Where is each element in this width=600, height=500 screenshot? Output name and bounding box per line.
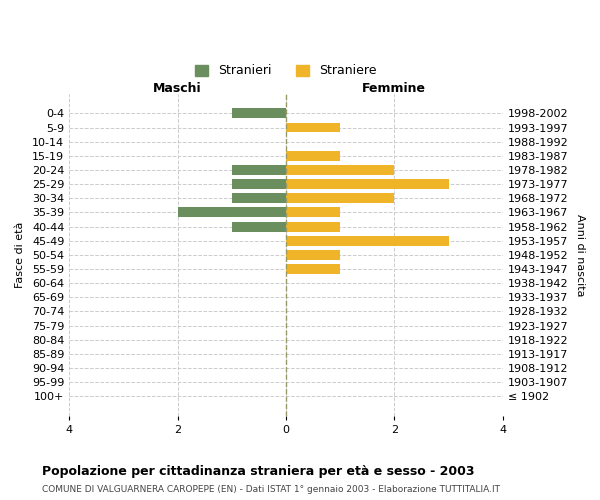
Bar: [286, 264, 340, 274]
Bar: [232, 222, 286, 232]
Bar: [286, 250, 340, 260]
Bar: [232, 165, 286, 175]
Bar: [286, 179, 449, 189]
Y-axis label: Fasce di età: Fasce di età: [15, 222, 25, 288]
Y-axis label: Anni di nascita: Anni di nascita: [575, 214, 585, 296]
Bar: [286, 194, 394, 203]
Bar: [232, 194, 286, 203]
Text: Popolazione per cittadinanza straniera per età e sesso - 2003: Popolazione per cittadinanza straniera p…: [42, 465, 475, 478]
Bar: [286, 151, 340, 161]
Legend: Stranieri, Straniere: Stranieri, Straniere: [189, 58, 383, 84]
Bar: [232, 108, 286, 118]
Text: COMUNE DI VALGUARNERA CAROPEPE (EN) - Dati ISTAT 1° gennaio 2003 - Elaborazione : COMUNE DI VALGUARNERA CAROPEPE (EN) - Da…: [42, 485, 500, 494]
Text: Maschi: Maschi: [153, 82, 202, 95]
Bar: [286, 122, 340, 132]
Bar: [286, 165, 394, 175]
Bar: [178, 208, 286, 218]
Bar: [286, 236, 449, 246]
Bar: [286, 222, 340, 232]
Bar: [232, 179, 286, 189]
Bar: [286, 208, 340, 218]
Text: Femmine: Femmine: [362, 82, 427, 95]
